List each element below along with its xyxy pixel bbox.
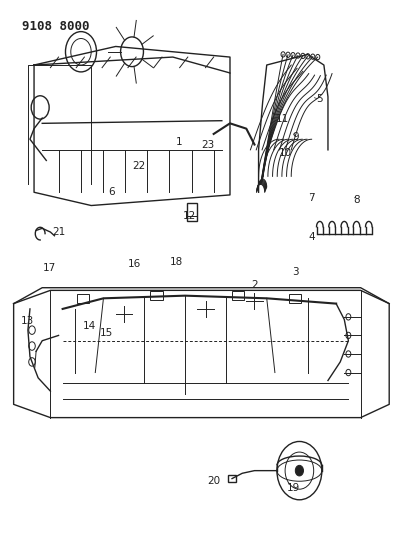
Bar <box>187 203 197 221</box>
Text: 9108 8000: 9108 8000 <box>22 20 89 33</box>
Text: 10: 10 <box>279 148 292 158</box>
Text: 4: 4 <box>308 232 315 243</box>
Text: 19: 19 <box>286 483 300 493</box>
Bar <box>232 292 244 300</box>
Text: 12: 12 <box>182 211 196 221</box>
Text: 18: 18 <box>169 257 183 267</box>
Text: 20: 20 <box>207 477 220 486</box>
Text: 3: 3 <box>292 267 299 277</box>
Text: 6: 6 <box>108 187 115 197</box>
Text: 2: 2 <box>251 280 258 290</box>
Bar <box>77 294 89 303</box>
Text: 21: 21 <box>53 227 66 237</box>
Text: 22: 22 <box>133 161 146 171</box>
Text: 13: 13 <box>21 316 35 326</box>
Text: 23: 23 <box>201 140 214 150</box>
Text: 14: 14 <box>83 321 96 331</box>
Text: 9: 9 <box>292 132 299 142</box>
Text: 7: 7 <box>308 192 315 203</box>
Bar <box>228 475 236 482</box>
Text: 11: 11 <box>276 114 289 124</box>
Text: 5: 5 <box>316 94 323 104</box>
Text: 17: 17 <box>43 263 56 272</box>
Bar <box>289 294 301 303</box>
Circle shape <box>296 465 303 476</box>
Text: 8: 8 <box>353 195 360 205</box>
Text: 15: 15 <box>100 328 113 338</box>
Text: 1: 1 <box>175 137 182 147</box>
Text: 16: 16 <box>127 259 141 269</box>
Bar <box>150 292 163 300</box>
